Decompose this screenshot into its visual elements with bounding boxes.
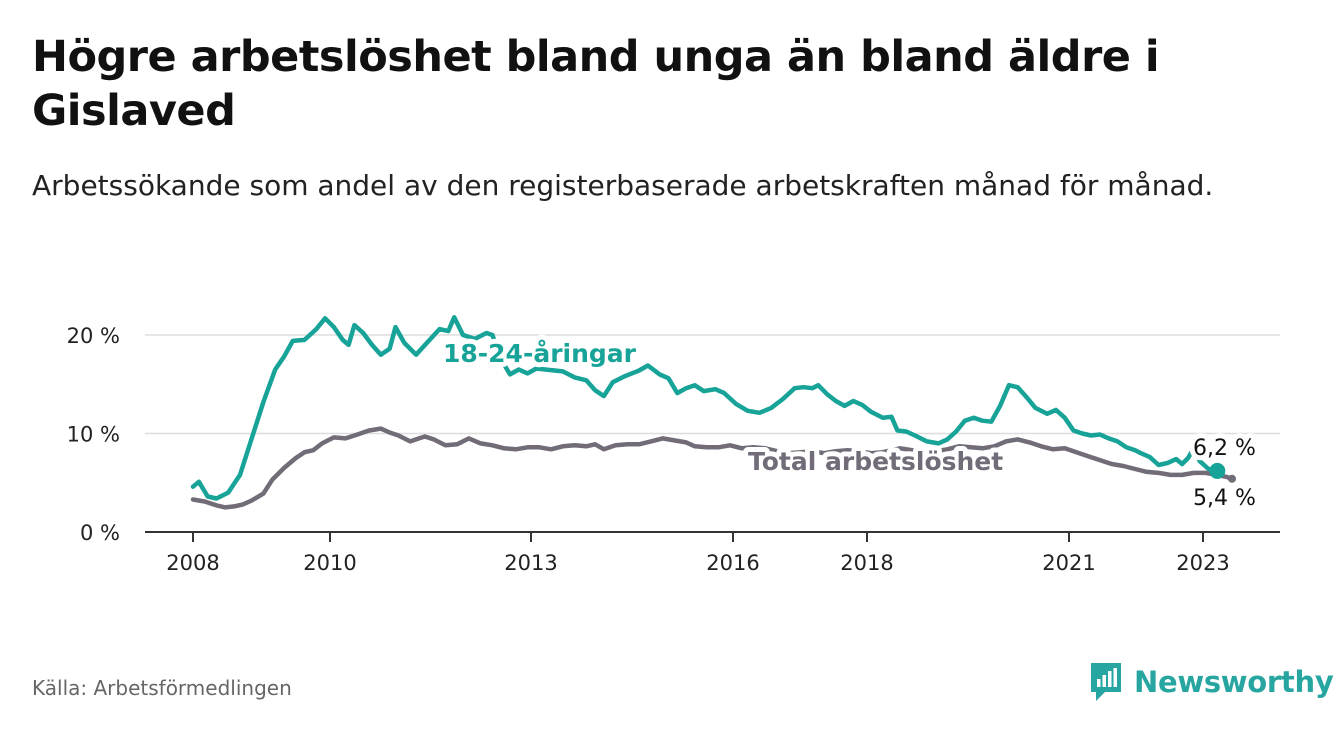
x-tick-label: 2018 (840, 551, 893, 575)
brand-name: Newsworthy (1134, 665, 1334, 699)
end-marker-youth (1209, 462, 1226, 479)
y-tick-label: 0 % (80, 521, 120, 545)
end-marker-total (1228, 474, 1236, 483)
series-line-youth (190, 315, 1220, 501)
chart-subtitle: Arbetssökande som andel av den registerb… (32, 169, 1214, 202)
x-tick-label: 2013 (504, 551, 557, 575)
series-label-youth-halo: 18-24-åringar (443, 339, 637, 368)
x-tick-label: 2008 (166, 551, 219, 575)
series-layer (190, 315, 1236, 510)
end-label-youth: 6,2 % (1193, 436, 1256, 461)
series-label-youth: 18-24-åringar (443, 339, 637, 368)
end-label-total: 5,4 % (1193, 486, 1256, 511)
x-tick-label: 2010 (303, 551, 356, 575)
series-line-total (190, 426, 1235, 510)
grid-layer (145, 334, 1280, 435)
brand-logo[interactable]: Newsworthy (1088, 660, 1334, 704)
x-tick-label: 2021 (1042, 551, 1095, 575)
end-label-total-halo: 5,4 % (1193, 486, 1256, 511)
source-note: Källa: Arbetsförmedlingen (32, 676, 292, 700)
x-tick-label: 2016 (706, 551, 759, 575)
y-tick-label: 10 % (67, 423, 120, 447)
axis-layer: 0 % 10 % 20 % 2008 2010 2013 2016 2018 2021 2023 (67, 324, 1280, 575)
newsworthy-logo-icon (1091, 663, 1121, 701)
y-tick-label: 20 % (67, 324, 120, 348)
x-tick-label: 2023 (1176, 551, 1229, 575)
end-label-youth-halo: 6,2 % (1193, 436, 1256, 461)
chart-title: Högre arbetslöshet bland unga än bland ä… (32, 32, 1160, 136)
series-label-total-halo: Total arbetslöshet (748, 447, 1003, 476)
series-label-total: Total arbetslöshet (748, 447, 1003, 476)
line-chart: 0 %10 %20 %2008 2010 2013 2016 2018 2021 2023 … (67, 315, 1280, 575)
